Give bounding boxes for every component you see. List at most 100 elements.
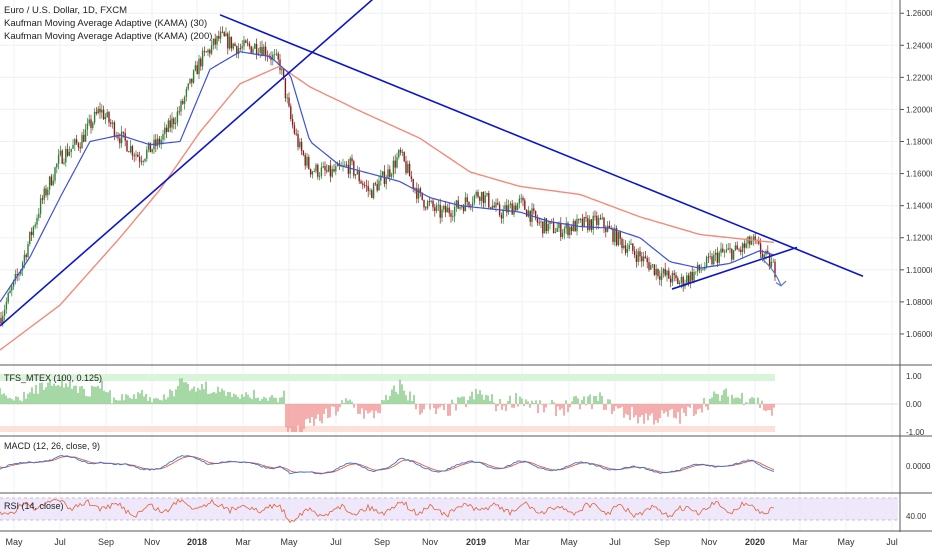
candle-up <box>520 198 522 199</box>
candle-down <box>365 185 368 187</box>
candle-up <box>495 202 497 208</box>
candle-down <box>149 142 152 153</box>
candle-down <box>410 176 413 180</box>
y-tick-label: 1.24000 <box>906 41 932 50</box>
candle-up <box>34 224 36 227</box>
candle-down <box>230 36 233 49</box>
candle-down <box>389 169 391 177</box>
candle-up <box>162 134 164 140</box>
candle-up <box>156 138 159 146</box>
candle-down <box>290 106 292 120</box>
candle-down <box>511 203 513 215</box>
candle-up <box>174 122 177 125</box>
candle-up <box>556 228 558 232</box>
candle-up <box>56 163 58 168</box>
candle-down <box>711 256 713 265</box>
candle-up <box>27 244 29 258</box>
candle-up <box>549 221 551 225</box>
candle-up <box>695 271 697 273</box>
rising-support-2017-trendline <box>0 0 374 327</box>
candle-up <box>185 88 188 97</box>
candle-down <box>113 122 116 137</box>
candle-down <box>482 192 485 204</box>
candle-down <box>178 111 180 113</box>
candle-up <box>723 251 726 253</box>
candle-down <box>608 225 611 228</box>
candle-up <box>356 171 359 175</box>
candle-up <box>187 83 189 89</box>
candle-down <box>284 78 287 98</box>
candle-up <box>84 129 87 142</box>
candle-down <box>329 165 332 177</box>
y-tick-label: 1.22000 <box>906 73 932 82</box>
candle-up <box>452 216 454 218</box>
candle-down <box>707 256 710 258</box>
tfs-tick-label: 0.00 <box>906 400 922 409</box>
price-pane <box>0 0 864 351</box>
y-tick-label: 1.20000 <box>906 105 932 114</box>
candle-down <box>639 251 641 257</box>
candle-up <box>543 218 546 234</box>
candle-down <box>236 45 238 55</box>
candle-down <box>110 122 112 124</box>
candle-up <box>36 217 38 225</box>
x-tick-label: 2020 <box>745 537 765 547</box>
candle-down <box>308 156 310 169</box>
candle-down <box>75 139 78 144</box>
candle-down <box>581 218 584 227</box>
candle-down <box>218 35 220 39</box>
candle-down <box>731 249 733 260</box>
candle-down <box>403 151 405 162</box>
candle-up <box>48 176 51 190</box>
candle-down <box>371 190 373 198</box>
candle-down <box>122 131 125 133</box>
candle-down <box>736 245 738 250</box>
y-tick-label: 1.12000 <box>906 234 932 243</box>
candle-up <box>286 97 288 99</box>
candle-up <box>601 217 603 219</box>
candle-down <box>774 261 776 278</box>
candle-down <box>66 149 69 156</box>
candle-down <box>317 164 319 177</box>
candle-down <box>416 188 418 199</box>
candle-up <box>507 205 510 213</box>
candle-down <box>302 150 305 155</box>
candle-up <box>486 193 488 196</box>
candle-up <box>299 141 301 148</box>
candle-down <box>41 198 44 200</box>
candle-down <box>414 188 416 189</box>
candle-up <box>480 192 483 201</box>
y-tick-label: 1.14000 <box>906 202 932 211</box>
candle-up <box>275 53 278 55</box>
candle-up <box>219 31 222 39</box>
candle-up <box>237 48 240 55</box>
candle-down <box>117 136 119 139</box>
candle-up <box>502 209 504 219</box>
candle-down <box>677 278 679 285</box>
tfs-label: TFS_MTEX (100, 0.125) <box>4 373 102 383</box>
x-tick-label: Sep <box>98 537 114 547</box>
candle-down <box>227 33 229 49</box>
candle-down <box>567 223 569 235</box>
candle-up <box>344 164 346 166</box>
candle-down <box>552 221 555 233</box>
candle-down <box>632 243 634 251</box>
candle-down <box>515 205 517 211</box>
candle-up <box>745 243 747 248</box>
candle-down <box>466 197 468 202</box>
candle-down <box>682 276 684 287</box>
candle-up <box>3 309 6 316</box>
candle-up <box>327 165 330 172</box>
candle-up <box>210 45 213 54</box>
candle-up <box>504 205 506 210</box>
candle-down <box>304 154 306 166</box>
candle-up <box>192 70 195 83</box>
candle-up <box>387 169 389 179</box>
x-tick-label: May <box>837 537 855 547</box>
candle-down <box>239 48 242 50</box>
candle-up <box>385 178 387 185</box>
candle-up <box>614 228 616 242</box>
candle-up <box>459 207 461 209</box>
candle-up <box>81 134 83 149</box>
candle-down <box>603 217 605 228</box>
